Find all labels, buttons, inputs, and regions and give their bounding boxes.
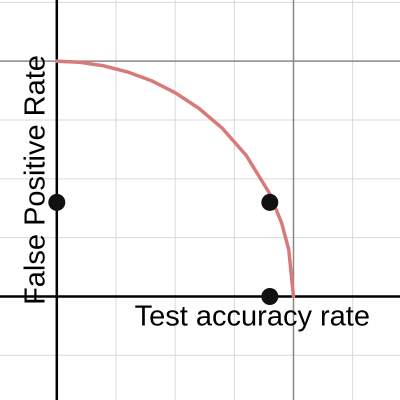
point <box>261 193 279 211</box>
point <box>48 193 66 211</box>
curve <box>55 59 296 299</box>
y-axis-label: False Positive Rate <box>20 55 52 305</box>
plot <box>48 59 296 305</box>
point <box>261 287 279 305</box>
x-axis-label: Test accuracy rate <box>135 301 370 333</box>
